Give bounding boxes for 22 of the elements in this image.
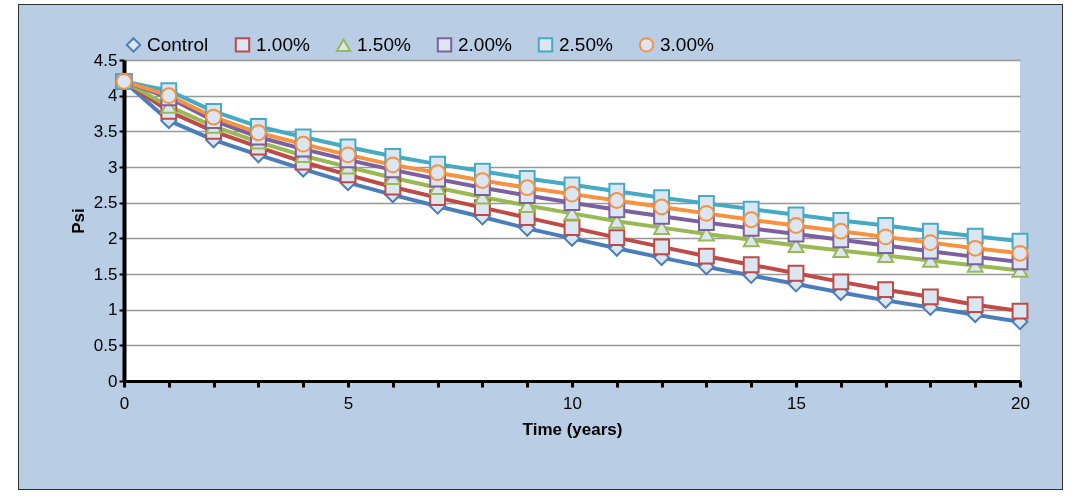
x-tick-label: 10 — [563, 393, 582, 413]
y-tick-label: 1.5 — [93, 264, 118, 284]
y-tick-label: 1 — [108, 300, 118, 320]
legend-label: 2.50% — [559, 33, 613, 55]
y-tick-label: 0 — [108, 371, 118, 391]
x-axis-title: Time (years) — [522, 419, 623, 439]
legend-label: 1.50% — [357, 34, 411, 56]
legend-label: 3.00% — [660, 33, 714, 55]
y-axis-title: Psi — [68, 208, 88, 234]
x-tick-label: 5 — [343, 393, 354, 413]
y-tick-label: 2 — [108, 228, 118, 248]
y-tick-label: 0.5 — [93, 335, 118, 355]
legend-label: 1.00% — [256, 33, 310, 55]
legend-label: Control — [147, 33, 209, 55]
y-tick-label: 3.5 — [93, 121, 118, 141]
y-tick-label: 2.5 — [93, 193, 118, 213]
legend-label: 2.00% — [458, 33, 512, 55]
x-tick-label: 20 — [1011, 393, 1030, 413]
y-tick-label: 4 — [108, 86, 118, 106]
y-tick-label: 3 — [108, 157, 118, 177]
x-tick-label: 15 — [787, 393, 806, 413]
y-tick-label: 4.5 — [93, 50, 118, 70]
